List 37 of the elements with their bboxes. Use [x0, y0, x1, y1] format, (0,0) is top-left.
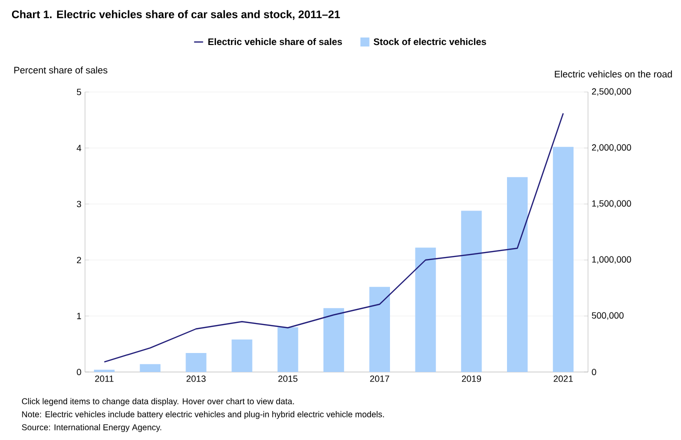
line-series	[104, 112, 564, 363]
y-tick-label: 1	[77, 312, 82, 320]
bar	[186, 352, 206, 372]
legend-label: Electric vehicle share of sales	[208, 38, 342, 46]
text: Note: Electric vehicles include battery electric vehicles and plug-in hybrid electric vehicle models.	[22, 411, 384, 419]
x-tick-label: 2017	[370, 376, 390, 382]
y-tick-label: 3	[76, 200, 82, 208]
x-tick-label: 2011	[95, 376, 114, 382]
y-tick-label: 2	[76, 256, 82, 264]
bar	[461, 210, 482, 372]
y2-tick-label: 1,000,000	[592, 256, 632, 264]
x-tick-label: 2015	[278, 376, 298, 382]
x-tick-label: 2021	[554, 376, 573, 382]
y2-axis-title: Electric vehicles on the road	[554, 70, 672, 78]
text: Click legend items to change data display. Hover over chart to view data.	[22, 398, 294, 406]
y2-tick-label: 1,500,000	[592, 200, 632, 208]
x-tick-label: 2019	[462, 376, 481, 382]
y2-tick-label: 2,500,000	[592, 88, 632, 96]
bar	[323, 308, 344, 372]
y2-tick-label: 2,000,000	[592, 144, 632, 152]
y-axis-title: Percent share of sales	[14, 66, 108, 74]
y-tick-label: 4	[76, 144, 82, 152]
y-tick-label: 5	[76, 88, 82, 96]
x-tick-label: 2013	[186, 376, 206, 382]
bar	[415, 248, 436, 372]
bar	[278, 327, 298, 372]
bar	[232, 340, 252, 372]
source-note: Source: International Energy Agency.	[22, 424, 162, 432]
bar	[552, 146, 574, 372]
chart-title: Chart 1. Electric vehicles share of car sales and stock, 2011–21	[12, 10, 340, 20]
legend-label: Stock of electric vehicles	[374, 38, 486, 46]
y2-tick-label: 500,000	[592, 312, 624, 320]
bar	[507, 177, 528, 372]
bar	[140, 364, 160, 372]
bar	[369, 286, 390, 372]
y2-tick-label: 0	[592, 368, 596, 376]
y-tick-label: 0	[76, 368, 82, 376]
